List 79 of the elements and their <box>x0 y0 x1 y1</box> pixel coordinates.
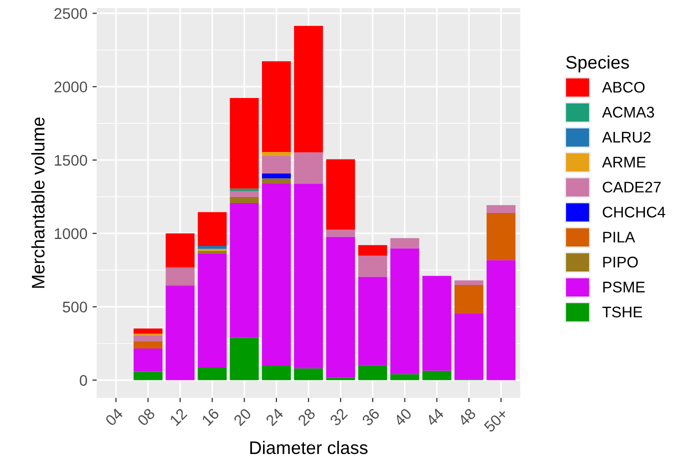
legend-title: Species <box>566 55 629 72</box>
bar <box>422 370 452 380</box>
x-tick-label: 12 <box>169 408 188 426</box>
y-tick-label: 2000 <box>54 82 88 92</box>
bar <box>294 152 323 184</box>
legend-label: PILA <box>603 232 636 242</box>
bar <box>358 276 388 366</box>
bar <box>262 178 291 184</box>
x-tick-label: 08 <box>136 408 156 426</box>
y-tick-label: 1500 <box>54 154 88 166</box>
bar <box>326 236 356 378</box>
x-tick-label: 36 <box>361 408 380 426</box>
legend-label: ALRU2 <box>602 132 651 143</box>
bar <box>134 335 162 342</box>
bar <box>230 191 259 198</box>
x-tick-label: 50+ <box>483 408 508 433</box>
y-tick-label: 2500 <box>54 8 88 19</box>
bar <box>326 159 356 230</box>
bar <box>454 280 484 286</box>
y-tick-label: 500 <box>62 302 88 312</box>
legend-label: CHCHC4 <box>602 206 666 218</box>
bar <box>230 98 259 189</box>
bar <box>486 205 516 214</box>
bar <box>134 328 162 334</box>
bar <box>390 238 420 248</box>
x-axis-title: Diameter class <box>250 440 368 454</box>
x-tick-label: 44 <box>425 408 444 427</box>
bar <box>134 348 162 372</box>
bar <box>262 152 291 156</box>
bar <box>358 245 388 256</box>
x-tick-label: 32 <box>329 408 348 426</box>
bar <box>198 253 227 368</box>
bar <box>294 26 323 152</box>
bar <box>166 268 195 286</box>
x-tick-label: 28 <box>297 408 316 426</box>
bar <box>198 250 227 254</box>
bar <box>390 374 420 380</box>
bar <box>326 230 356 237</box>
legend-label: TSHE <box>602 306 642 318</box>
bar <box>230 203 259 338</box>
x-tick-label: 48 <box>457 408 476 427</box>
x-tick-label: 40 <box>393 408 412 427</box>
bar <box>390 248 420 374</box>
bar <box>198 368 227 380</box>
bar <box>198 212 227 246</box>
bar <box>230 338 259 380</box>
legend-label: CADE27 <box>602 182 661 193</box>
bar <box>294 184 323 368</box>
bar <box>422 276 452 371</box>
bar <box>358 365 388 380</box>
bar <box>262 183 291 366</box>
y-tick-label: 1000 <box>54 228 88 240</box>
bar <box>198 246 227 249</box>
x-tick-label: 04 <box>104 408 124 426</box>
legend-label: PSME <box>603 282 645 292</box>
legend-label: ABCO <box>602 82 645 93</box>
bar <box>166 233 195 268</box>
y-tick-label: 0 <box>80 375 88 386</box>
bar <box>262 173 291 178</box>
bar <box>134 341 162 348</box>
legend-label: ARME <box>602 156 646 168</box>
bar <box>262 156 291 174</box>
bar <box>262 61 291 152</box>
x-tick-label: 24 <box>265 408 284 426</box>
y-axis-title: Merchantable volume <box>31 117 45 288</box>
bar <box>294 368 323 380</box>
legend-label: ACMA3 <box>602 106 654 118</box>
bar <box>358 256 388 277</box>
bar <box>454 313 484 380</box>
bar <box>262 365 291 380</box>
bar <box>134 372 162 380</box>
bar <box>486 213 516 260</box>
x-tick-label: 16 <box>201 408 220 426</box>
bar <box>454 285 484 314</box>
legend-label: PIPO <box>603 256 638 268</box>
bar <box>166 286 195 380</box>
bar <box>230 197 259 204</box>
bar <box>486 260 516 380</box>
x-tick-label: 20 <box>233 408 252 426</box>
